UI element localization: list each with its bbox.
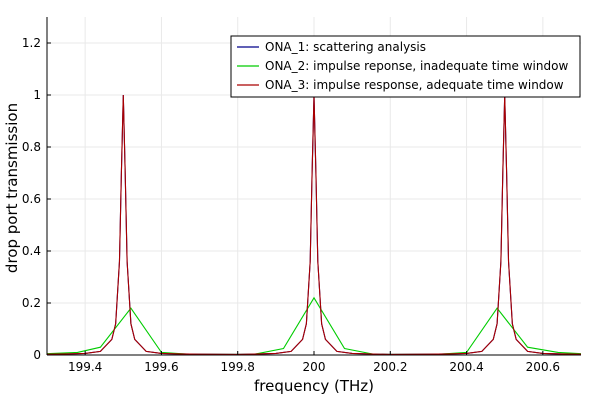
x-tick-label: 199.4 <box>68 360 102 374</box>
x-tick-label: 199.8 <box>221 360 255 374</box>
y-tick-label: 0 <box>33 348 41 362</box>
y-tick-label: 0.6 <box>22 192 41 206</box>
x-axis-label: frequency (THz) <box>254 377 374 395</box>
x-tick-label: 200.6 <box>526 360 560 374</box>
legend-label-1: ONA_1: scattering analysis <box>265 40 426 54</box>
legend-label-2: ONA_2: impulse reponse, inadequate time … <box>265 59 568 73</box>
series-line-2 <box>46 296 582 356</box>
y-tick-label: 1 <box>33 88 41 102</box>
y-tick-label: 1.2 <box>22 36 41 50</box>
x-tick-label: 199.6 <box>144 360 178 374</box>
x-tick-label: 200.4 <box>449 360 483 374</box>
x-tick-label: 200 <box>303 360 326 374</box>
x-tick-label: 200.2 <box>373 360 407 374</box>
legend-label-3: ONA_3: impulse response, adequate time w… <box>265 78 564 92</box>
y-tick-label: 0.2 <box>22 296 41 310</box>
legend: ONA_1: scattering analysis ONA_2: impulse… <box>230 35 581 98</box>
legend-box <box>230 35 581 98</box>
y-axis-label: drop port transmission <box>3 103 21 273</box>
y-tick-label: 0.4 <box>22 244 41 258</box>
y-tick-label: 0.8 <box>22 140 41 154</box>
tick-layer: 199.4 199.6 199.8 200 200.2 200.4 200.6 0 0.2 0.4… <box>22 36 560 374</box>
